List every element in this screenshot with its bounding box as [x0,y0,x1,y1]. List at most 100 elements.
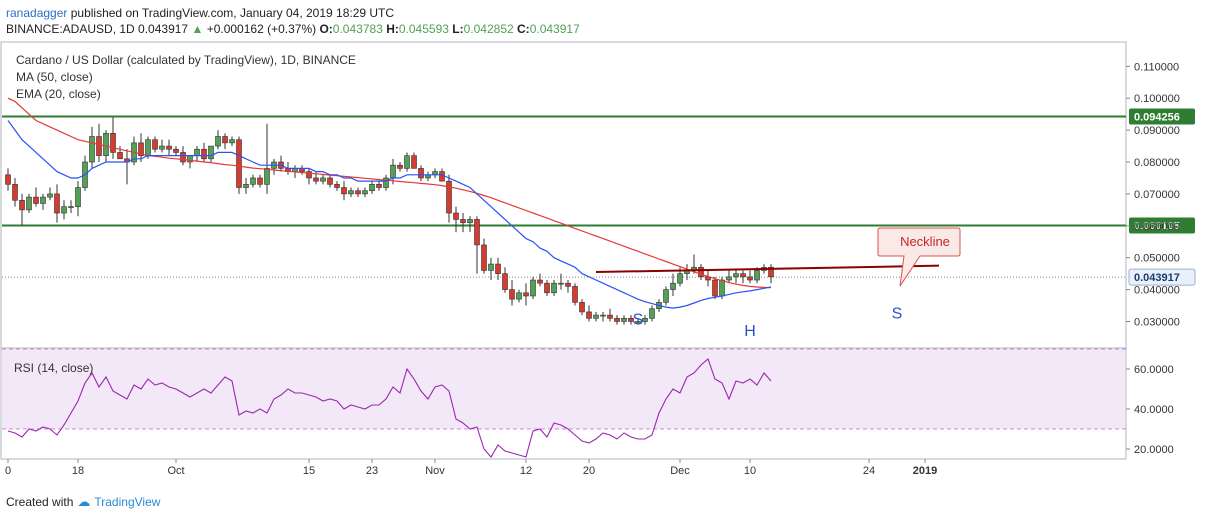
candle-body [117,152,123,160]
pattern-annotation: H [744,323,756,340]
close-label: C: [517,22,530,36]
time-tick-label: Oct [167,465,184,477]
candle-body [663,289,669,303]
candle-body [264,168,270,185]
candle-body [96,136,102,156]
rsi-band [2,349,1125,429]
price-tick-label: 0.060000 [1134,221,1180,233]
price-tick-label: 0.080000 [1134,157,1180,169]
neckline-label: Neckline [900,234,950,249]
candle-body [355,190,361,195]
candle-body [600,314,606,317]
last-price-label: 0.043917 [1134,272,1180,284]
level-label-box [1129,108,1195,125]
candle-body [376,184,382,188]
level-label-box [1129,217,1195,234]
candle-body [229,139,235,144]
tradingview-logo-icon: ☁ [77,494,91,509]
candle-body [89,136,95,163]
candle-body [236,139,242,188]
price-tick-label: 0.030000 [1134,316,1180,328]
candle-body [12,184,18,201]
level-label: 0.094256 [1134,112,1180,124]
candle-body [467,219,473,223]
candle-body [411,155,417,169]
high-value: 0.045593 [398,22,449,36]
candle-body [320,177,326,182]
ma50-line [7,97,772,289]
candle-body [152,139,158,150]
high-label: H: [386,22,399,36]
candle-body [677,273,683,284]
rsi-line [7,358,772,458]
time-tick-label: 15 [303,465,315,477]
time-tick-label: 2019 [913,465,937,477]
candle-body [453,212,459,220]
tradingview-brand[interactable]: TradingView [94,495,161,509]
candle-body [649,308,655,319]
candle-body [495,263,501,274]
candle-body [565,282,571,287]
candle-body [516,292,522,300]
candle-body [75,187,81,207]
candle-body [103,133,109,156]
candle-body [110,133,116,153]
candle-body [194,148,200,156]
candle-body [313,177,319,182]
time-tick-label: 23 [366,465,378,477]
candle-body [530,279,536,297]
candle-body [551,282,557,294]
published-text: published on TradingView.com, January 04… [70,6,395,20]
candle-body [180,152,186,163]
candle-body [572,286,578,303]
rsi-legend: RSI (14, close) [14,361,93,375]
price-tick-label: 0.040000 [1134,285,1180,297]
candle-body [68,206,74,208]
chart-title: Cardano / US Dollar (calculated by Tradi… [16,53,356,67]
neckline-callout [877,227,961,287]
publisher-name[interactable]: ranadagger [6,6,68,20]
candle-body [460,219,466,223]
candle-body [61,206,67,214]
level-label: 0.060105 [1134,220,1180,232]
candle-body [348,190,354,195]
footer: Created with ☁ TradingView [6,494,160,510]
pattern-annotation: S [633,312,644,329]
price-tick-label: 0.110000 [1134,61,1179,73]
time-tick-label: 24 [863,465,875,477]
candle-body [481,244,487,271]
candle-body [5,174,11,185]
symbol: BINANCE:ADAUSD, 1D [6,22,135,36]
candle-body [40,196,46,204]
candle-body [523,292,529,297]
candle-body [747,276,753,281]
low-value: 0.042852 [463,22,514,36]
time-tick-label: 10 [744,465,756,477]
ema-legend: EMA (20, close) [16,87,101,101]
candle-body [243,184,249,188]
candle-body [159,145,165,150]
candle-body [138,142,144,156]
candle-body [509,289,515,300]
publish-line: ranadagger published on TradingView.com,… [6,6,394,20]
candle-body [250,177,256,185]
candle-body [698,266,704,278]
candle-body [621,317,627,322]
candle-body [537,279,543,284]
candle-body [607,314,613,319]
candle-body [33,196,39,204]
candle-body [26,196,32,211]
time-tick-label: 12 [520,465,532,477]
candle-body [502,273,508,290]
candle-body [670,282,676,290]
candle-body [390,164,396,179]
candle-body [579,302,585,313]
candle-body [19,199,25,211]
neckline-line [595,264,940,274]
pattern-annotation: S [892,305,903,322]
candle-body [586,311,592,319]
change-value: +0.000162 (+0.37%) [206,22,317,36]
indicator-legend: Cardano / US Dollar (calculated by Tradi… [16,52,356,103]
candle-body [635,321,641,323]
